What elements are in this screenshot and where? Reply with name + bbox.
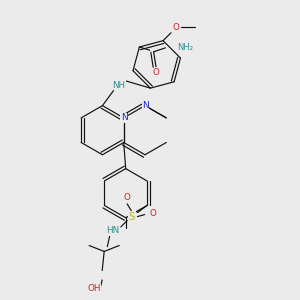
- Text: OH: OH: [88, 284, 101, 293]
- Text: O: O: [149, 209, 156, 218]
- Text: N: N: [142, 101, 149, 110]
- Text: O: O: [124, 193, 130, 202]
- Text: O: O: [172, 23, 179, 32]
- Text: S: S: [129, 212, 135, 222]
- Text: NH₂: NH₂: [177, 43, 193, 52]
- Text: O: O: [153, 68, 159, 77]
- Text: NH: NH: [112, 80, 126, 89]
- Text: HN: HN: [106, 226, 119, 235]
- Text: N: N: [121, 113, 128, 122]
